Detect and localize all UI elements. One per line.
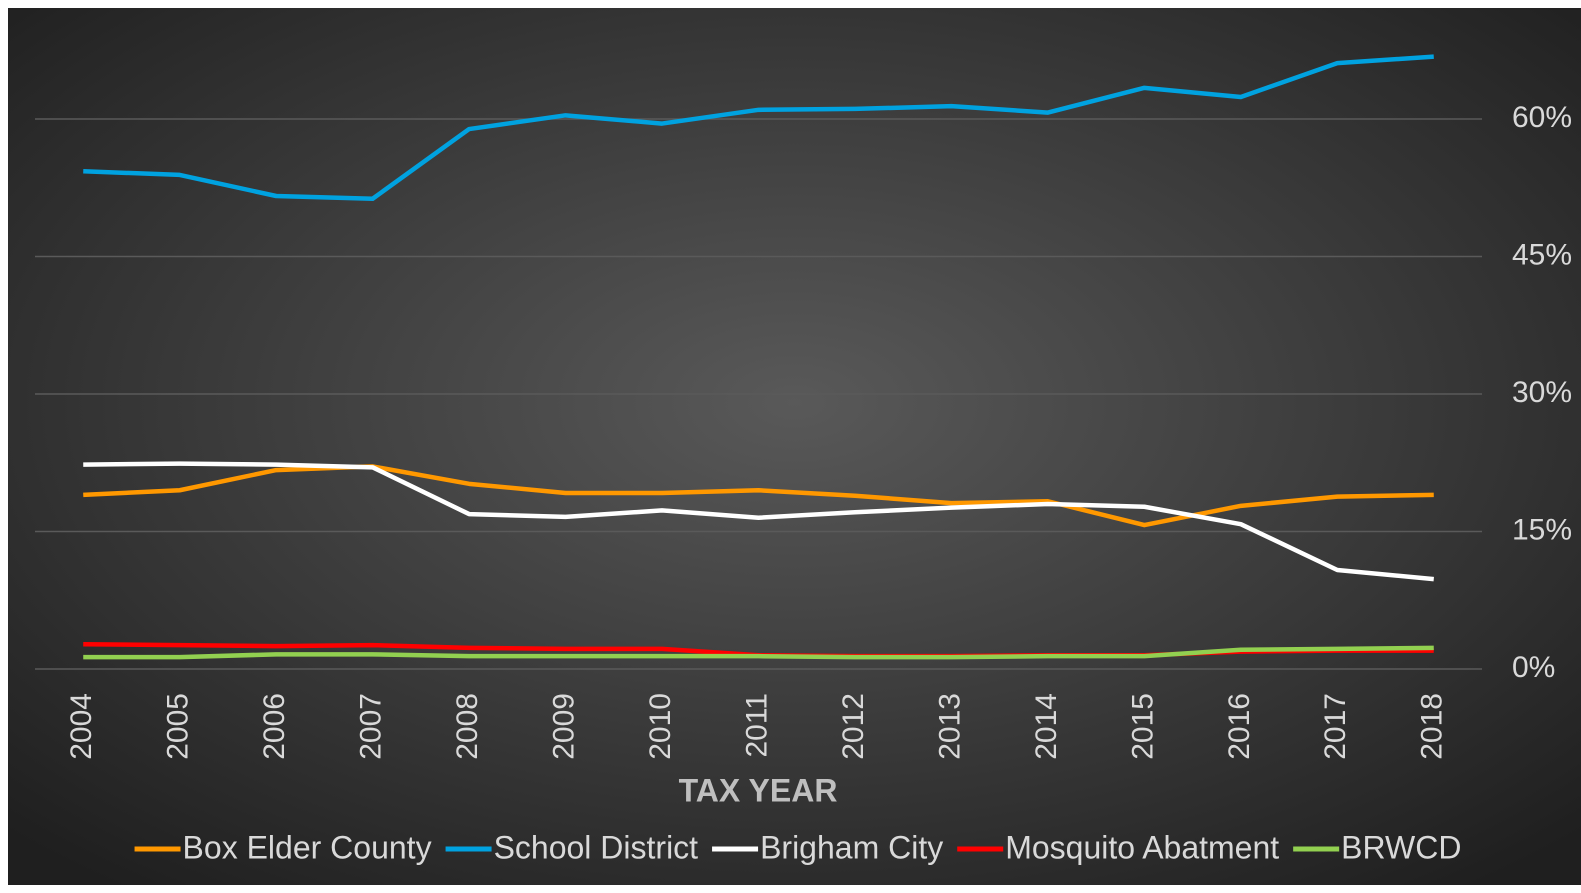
x-tick-label: 2007 — [355, 693, 388, 760]
x-axis-title: TAX YEAR — [679, 772, 838, 808]
legend-label: Brigham City — [760, 829, 943, 865]
x-tick-label: 2009 — [547, 693, 580, 760]
x-tick-label: 2005 — [162, 693, 195, 760]
x-tick-label: 2012 — [837, 693, 870, 760]
y-tick-label: 15% — [1512, 513, 1572, 546]
x-tick-label: 2006 — [258, 693, 291, 760]
legend-label: BRWCD — [1341, 829, 1461, 865]
legend-label: School District — [494, 829, 699, 865]
x-tick-label: 2017 — [1319, 693, 1352, 760]
y-tick-label: 30% — [1512, 376, 1572, 409]
legend-label: Mosquito Abatment — [1005, 829, 1279, 865]
x-tick-label: 2014 — [1030, 693, 1063, 760]
series-line — [83, 645, 1434, 660]
y-tick-label: 0% — [1512, 651, 1555, 684]
x-tick-label: 2018 — [1416, 693, 1449, 760]
x-tick-label: 2013 — [933, 693, 966, 760]
x-tick-label: 2004 — [65, 693, 98, 760]
chart-background — [8, 8, 1581, 885]
x-tick-label: 2010 — [644, 693, 677, 760]
legend-label: Box Elder County — [183, 829, 432, 865]
y-tick-label: 45% — [1512, 238, 1572, 271]
x-tick-label: 2015 — [1126, 693, 1159, 760]
x-tick-label: 2008 — [451, 693, 484, 760]
x-tick-label: 2011 — [740, 693, 773, 758]
x-tick-label: 2016 — [1223, 693, 1256, 760]
series-line — [83, 464, 1434, 528]
series-line — [83, 461, 1434, 582]
series-line — [83, 54, 1434, 201]
y-tick-label: 60% — [1512, 101, 1572, 134]
